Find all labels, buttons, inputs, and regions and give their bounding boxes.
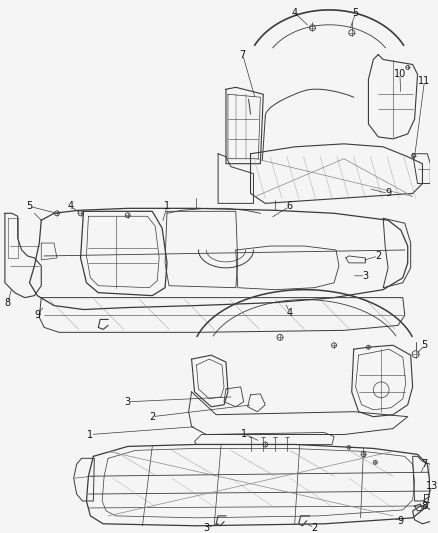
Text: 4: 4: [287, 308, 293, 318]
Text: 5: 5: [421, 340, 427, 350]
Text: 4: 4: [292, 8, 298, 18]
Text: 6: 6: [287, 201, 293, 212]
Text: 3: 3: [362, 271, 368, 281]
Text: 4: 4: [68, 201, 74, 212]
Text: 5: 5: [26, 201, 32, 212]
Text: 3: 3: [125, 397, 131, 407]
Text: 9: 9: [34, 311, 40, 320]
Text: 1: 1: [87, 430, 93, 440]
Text: 8: 8: [421, 501, 427, 511]
Text: 2: 2: [375, 251, 381, 261]
Text: 1: 1: [164, 201, 170, 212]
Text: 7: 7: [421, 459, 427, 469]
Text: 9: 9: [398, 516, 404, 526]
Text: 7: 7: [240, 50, 246, 60]
Text: 2: 2: [311, 523, 318, 533]
Text: 5: 5: [353, 8, 359, 18]
Text: 9: 9: [385, 189, 391, 198]
Text: 3: 3: [203, 523, 209, 533]
Text: 1: 1: [240, 429, 247, 439]
Text: 10: 10: [394, 69, 406, 79]
Text: 13: 13: [426, 481, 438, 491]
Text: 2: 2: [149, 411, 155, 422]
Text: 11: 11: [418, 76, 431, 86]
Text: 8: 8: [5, 297, 11, 308]
